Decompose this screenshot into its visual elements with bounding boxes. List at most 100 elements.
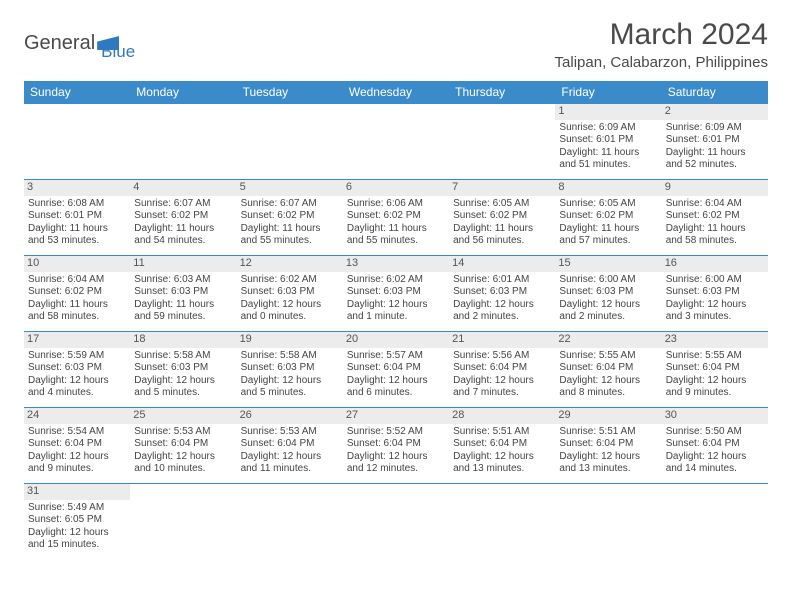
- day-number: 22: [555, 332, 661, 348]
- calendar-cell: 5Sunrise: 6:07 AMSunset: 6:02 PMDaylight…: [237, 180, 343, 256]
- weekday-header: Monday: [130, 81, 236, 104]
- calendar-cell: 23Sunrise: 5:55 AMSunset: 6:04 PMDayligh…: [662, 332, 768, 408]
- title-block: March 2024 Talipan, Calabarzon, Philippi…: [555, 18, 768, 71]
- calendar-row: 1Sunrise: 6:09 AMSunset: 6:01 PMDaylight…: [24, 104, 768, 180]
- day-number: 28: [449, 408, 555, 424]
- sunset-line: Sunset: 6:01 PM: [666, 134, 764, 147]
- sunrise-line: Sunrise: 6:09 AM: [666, 122, 764, 135]
- day-number: 29: [555, 408, 661, 424]
- daylight-line: Daylight: 12 hours and 7 minutes.: [453, 375, 551, 400]
- calendar-cell: [130, 104, 236, 180]
- daylight-line: Daylight: 11 hours and 55 minutes.: [241, 223, 339, 248]
- daylight-line: Daylight: 12 hours and 15 minutes.: [28, 527, 126, 552]
- daylight-line: Daylight: 12 hours and 5 minutes.: [241, 375, 339, 400]
- calendar-cell: 28Sunrise: 5:51 AMSunset: 6:04 PMDayligh…: [449, 408, 555, 484]
- day-number: 23: [662, 332, 768, 348]
- day-number: 21: [449, 332, 555, 348]
- sunset-line: Sunset: 6:03 PM: [241, 286, 339, 299]
- day-number: 27: [343, 408, 449, 424]
- sunset-line: Sunset: 6:04 PM: [241, 438, 339, 451]
- calendar-cell: 31Sunrise: 5:49 AMSunset: 6:05 PMDayligh…: [24, 484, 130, 560]
- daylight-line: Daylight: 12 hours and 6 minutes.: [347, 375, 445, 400]
- sunset-line: Sunset: 6:04 PM: [559, 438, 657, 451]
- calendar-cell: 1Sunrise: 6:09 AMSunset: 6:01 PMDaylight…: [555, 104, 661, 180]
- sunrise-line: Sunrise: 6:05 AM: [453, 198, 551, 211]
- calendar-cell: 20Sunrise: 5:57 AMSunset: 6:04 PMDayligh…: [343, 332, 449, 408]
- daylight-line: Daylight: 11 hours and 53 minutes.: [28, 223, 126, 248]
- calendar-cell: [343, 484, 449, 560]
- weekday-header: Sunday: [24, 81, 130, 104]
- calendar-cell: 26Sunrise: 5:53 AMSunset: 6:04 PMDayligh…: [237, 408, 343, 484]
- sunset-line: Sunset: 6:02 PM: [559, 210, 657, 223]
- calendar-header-row: SundayMondayTuesdayWednesdayThursdayFrid…: [24, 81, 768, 104]
- header: General Blue March 2024 Talipan, Calabar…: [24, 18, 768, 71]
- sunset-line: Sunset: 6:04 PM: [453, 438, 551, 451]
- sunrise-line: Sunrise: 6:02 AM: [241, 274, 339, 287]
- sunrise-line: Sunrise: 5:58 AM: [134, 350, 232, 363]
- daylight-line: Daylight: 12 hours and 8 minutes.: [559, 375, 657, 400]
- sunrise-line: Sunrise: 6:02 AM: [347, 274, 445, 287]
- calendar-cell: 6Sunrise: 6:06 AMSunset: 6:02 PMDaylight…: [343, 180, 449, 256]
- sunrise-line: Sunrise: 5:52 AM: [347, 426, 445, 439]
- sunrise-line: Sunrise: 6:07 AM: [241, 198, 339, 211]
- day-number: 24: [24, 408, 130, 424]
- day-number: 18: [130, 332, 236, 348]
- sunset-line: Sunset: 6:04 PM: [28, 438, 126, 451]
- sunset-line: Sunset: 6:04 PM: [347, 438, 445, 451]
- calendar-cell: [237, 104, 343, 180]
- daylight-line: Daylight: 11 hours and 54 minutes.: [134, 223, 232, 248]
- daylight-line: Daylight: 11 hours and 58 minutes.: [28, 299, 126, 324]
- brand-part1: General: [24, 32, 95, 55]
- sunset-line: Sunset: 6:05 PM: [28, 514, 126, 527]
- day-number: 13: [343, 256, 449, 272]
- sunset-line: Sunset: 6:03 PM: [559, 286, 657, 299]
- daylight-line: Daylight: 12 hours and 1 minute.: [347, 299, 445, 324]
- daylight-line: Daylight: 12 hours and 2 minutes.: [453, 299, 551, 324]
- calendar-cell: [662, 484, 768, 560]
- calendar-row: 31Sunrise: 5:49 AMSunset: 6:05 PMDayligh…: [24, 484, 768, 560]
- weekday-header: Tuesday: [237, 81, 343, 104]
- sunset-line: Sunset: 6:01 PM: [559, 134, 657, 147]
- sunset-line: Sunset: 6:03 PM: [347, 286, 445, 299]
- sunrise-line: Sunrise: 6:07 AM: [134, 198, 232, 211]
- day-number: 14: [449, 256, 555, 272]
- calendar-row: 10Sunrise: 6:04 AMSunset: 6:02 PMDayligh…: [24, 256, 768, 332]
- day-number: 16: [662, 256, 768, 272]
- sunrise-line: Sunrise: 5:55 AM: [666, 350, 764, 363]
- calendar-cell: 4 Sunrise: 6:07 AMSunset: 6:02 PMDaylight…: [130, 180, 236, 256]
- sunrise-line: Sunrise: 5:59 AM: [28, 350, 126, 363]
- sunset-line: Sunset: 6:02 PM: [347, 210, 445, 223]
- sunset-line: Sunset: 6:02 PM: [666, 210, 764, 223]
- day-number: 5: [237, 180, 343, 196]
- daylight-line: Daylight: 11 hours and 57 minutes.: [559, 223, 657, 248]
- calendar-cell: [343, 104, 449, 180]
- day-number: 4: [130, 180, 236, 196]
- daylight-line: Daylight: 12 hours and 3 minutes.: [666, 299, 764, 324]
- daylight-line: Daylight: 12 hours and 11 minutes.: [241, 451, 339, 476]
- sunrise-line: Sunrise: 5:55 AM: [559, 350, 657, 363]
- daylight-line: Daylight: 11 hours and 51 minutes.: [559, 147, 657, 172]
- sunrise-line: Sunrise: 6:08 AM: [28, 198, 126, 211]
- sunrise-line: Sunrise: 5:53 AM: [134, 426, 232, 439]
- calendar-cell: 27Sunrise: 5:52 AMSunset: 6:04 PMDayligh…: [343, 408, 449, 484]
- daylight-line: Daylight: 11 hours and 56 minutes.: [453, 223, 551, 248]
- calendar-cell: 15Sunrise: 6:00 AMSunset: 6:03 PMDayligh…: [555, 256, 661, 332]
- sunset-line: Sunset: 6:03 PM: [241, 362, 339, 375]
- calendar-cell: [237, 484, 343, 560]
- calendar-cell: 19Sunrise: 5:58 AMSunset: 6:03 PMDayligh…: [237, 332, 343, 408]
- day-number: 10: [24, 256, 130, 272]
- day-number: 20: [343, 332, 449, 348]
- calendar-cell: 17Sunrise: 5:59 AMSunset: 6:03 PMDayligh…: [24, 332, 130, 408]
- calendar-cell: 14Sunrise: 6:01 AMSunset: 6:03 PMDayligh…: [449, 256, 555, 332]
- calendar-cell: 13 Sunrise: 6:02 AMSunset: 6:03 PMDayligh…: [343, 256, 449, 332]
- day-number: 2: [662, 104, 768, 120]
- sunrise-line: Sunrise: 5:54 AM: [28, 426, 126, 439]
- day-number: 17: [24, 332, 130, 348]
- sunrise-line: Sunrise: 5:56 AM: [453, 350, 551, 363]
- sunset-line: Sunset: 6:02 PM: [134, 210, 232, 223]
- calendar-table: SundayMondayTuesdayWednesdayThursdayFrid…: [24, 81, 768, 560]
- sunset-line: Sunset: 6:03 PM: [453, 286, 551, 299]
- sunrise-line: Sunrise: 5:51 AM: [453, 426, 551, 439]
- calendar-cell: 12Sunrise: 6:02 AMSunset: 6:03 PMDayligh…: [237, 256, 343, 332]
- sunset-line: Sunset: 6:04 PM: [347, 362, 445, 375]
